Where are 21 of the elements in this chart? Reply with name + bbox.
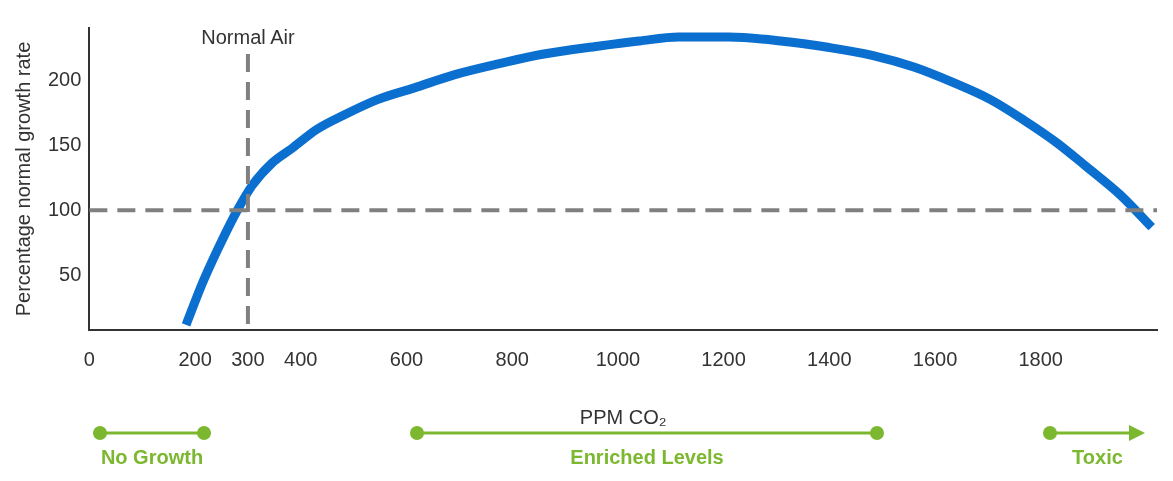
ref-line-label: Normal Air: [201, 25, 295, 48]
text: Enriched Levels: [569, 445, 725, 469]
x-tick-label: 1400: [807, 347, 852, 370]
x-tick-label: 300: [231, 347, 265, 370]
x-tick-label: 400: [284, 347, 318, 370]
y-tick-label: 200: [47, 67, 82, 90]
text: Toxic: [1071, 445, 1124, 469]
y-tick-label: 50: [59, 262, 82, 285]
x-tick-label: 1200: [701, 347, 746, 370]
x-tick-label: 0: [83, 347, 95, 370]
text: No Growth: [99, 445, 205, 469]
x-tick-label: 800: [495, 347, 529, 370]
x-axis-title: PPM CO₂: [579, 405, 667, 428]
x-tick-label: 1000: [595, 347, 641, 370]
y-tick-label: 150: [47, 132, 82, 155]
x-tick-label: 200: [178, 347, 212, 370]
x-tick-label: 600: [389, 347, 424, 370]
y-tick-label: 100: [47, 197, 82, 220]
x-tick-label: 1600: [912, 347, 958, 370]
x-tick-label: 1800: [1018, 347, 1063, 370]
y-axis-title: Percentage normal growth rate: [11, 41, 34, 317]
